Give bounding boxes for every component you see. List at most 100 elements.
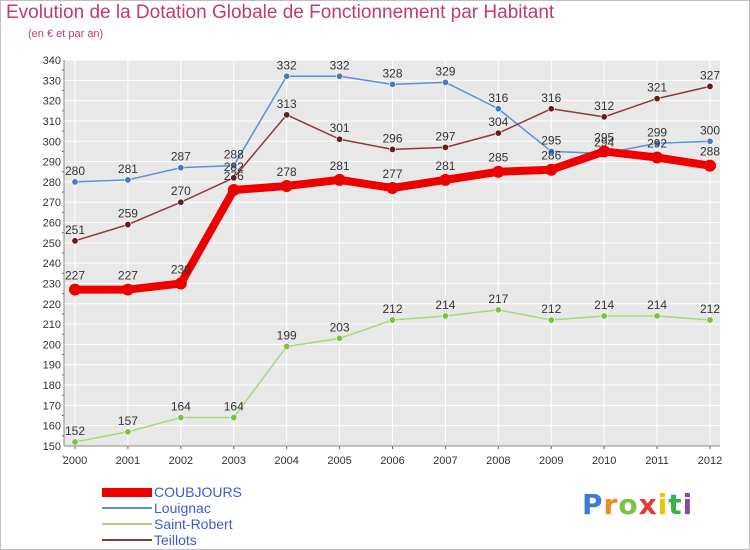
logo-letter: i xyxy=(682,488,694,521)
data-label-saint-robert: 157 xyxy=(118,414,138,428)
data-point-coubjours xyxy=(174,277,187,290)
data-point-teillots xyxy=(494,129,502,137)
data-label-teillots: 297 xyxy=(435,129,455,143)
data-label-saint-robert: 214 xyxy=(435,298,455,312)
data-point-teillots xyxy=(441,143,449,151)
data-point-coubjours xyxy=(386,181,399,194)
data-label-louignac: 299 xyxy=(647,125,667,139)
data-point-saint-robert xyxy=(177,414,185,422)
data-point-teillots xyxy=(547,105,555,113)
y-tick-label: 200 xyxy=(43,339,61,351)
data-label-saint-robert: 152 xyxy=(65,424,85,438)
y-tick-label: 250 xyxy=(43,238,61,250)
data-point-teillots xyxy=(177,198,185,206)
data-point-saint-robert xyxy=(494,306,502,314)
data-label-coubjours: 276 xyxy=(224,169,244,183)
data-point-teillots xyxy=(388,145,396,153)
data-point-saint-robert xyxy=(336,334,344,342)
data-label-coubjours: 227 xyxy=(65,269,85,283)
data-point-louignac xyxy=(71,178,79,186)
data-point-louignac xyxy=(283,72,291,80)
data-point-coubjours xyxy=(227,184,240,197)
data-point-coubjours xyxy=(545,163,558,176)
y-tick-label: 230 xyxy=(43,278,61,290)
data-point-louignac xyxy=(494,105,502,113)
data-point-louignac xyxy=(653,139,661,147)
data-label-coubjours: 295 xyxy=(594,130,614,144)
y-tick-label: 160 xyxy=(43,421,61,433)
data-point-saint-robert xyxy=(653,312,661,320)
x-tick-label: 2001 xyxy=(116,455,140,467)
data-label-saint-robert: 203 xyxy=(330,320,350,334)
data-point-louignac xyxy=(230,162,238,170)
legend-swatch-saint-robert xyxy=(102,523,152,525)
data-point-teillots xyxy=(653,95,661,103)
data-point-coubjours xyxy=(280,179,293,192)
legend-label-louignac: Louignac xyxy=(154,500,211,516)
data-point-louignac xyxy=(336,72,344,80)
data-label-louignac: 280 xyxy=(65,164,85,178)
data-point-coubjours xyxy=(598,145,611,158)
data-label-teillots: 270 xyxy=(171,184,191,198)
data-point-saint-robert xyxy=(283,342,291,350)
data-label-teillots: 251 xyxy=(65,223,85,237)
data-label-saint-robert: 164 xyxy=(171,400,191,414)
data-label-teillots: 312 xyxy=(594,99,614,113)
legend-swatch-louignac xyxy=(102,507,152,509)
data-label-teillots: 296 xyxy=(382,131,402,145)
data-label-louignac: 294 xyxy=(594,135,614,149)
y-tick-label: 150 xyxy=(43,441,61,453)
y-tick-label: 190 xyxy=(43,360,61,372)
data-label-teillots: 304 xyxy=(488,115,508,129)
data-point-saint-robert xyxy=(124,428,132,436)
data-point-teillots xyxy=(71,237,79,245)
data-point-teillots xyxy=(706,82,714,90)
data-label-coubjours: 277 xyxy=(382,167,402,181)
data-point-saint-robert xyxy=(600,312,608,320)
data-label-saint-robert: 199 xyxy=(277,328,297,342)
data-label-teillots: 327 xyxy=(700,68,720,82)
data-label-louignac: 281 xyxy=(118,162,138,176)
x-tick-label: 2006 xyxy=(380,455,404,467)
x-tick-label: 2004 xyxy=(274,455,298,467)
data-point-teillots xyxy=(336,135,344,143)
data-point-louignac xyxy=(441,78,449,86)
data-label-teillots: 301 xyxy=(330,121,350,135)
data-point-coubjours xyxy=(651,151,664,164)
data-point-coubjours xyxy=(69,283,81,296)
data-label-coubjours: 281 xyxy=(435,159,455,173)
y-tick-label: 270 xyxy=(43,197,61,209)
x-tick-label: 2005 xyxy=(327,455,351,467)
y-tick-label: 170 xyxy=(43,400,61,412)
y-tick-label: 280 xyxy=(43,177,61,189)
data-label-louignac: 295 xyxy=(541,133,561,147)
data-label-saint-robert: 217 xyxy=(488,292,508,306)
x-tick-label: 2010 xyxy=(592,455,616,467)
data-point-louignac xyxy=(177,164,185,172)
data-point-saint-robert xyxy=(71,438,79,446)
x-tick-label: 2008 xyxy=(486,455,510,467)
data-label-teillots: 259 xyxy=(118,207,138,221)
y-tick-label: 330 xyxy=(43,75,61,87)
data-label-coubjours: 292 xyxy=(647,137,667,151)
data-label-louignac: 328 xyxy=(382,66,402,80)
y-tick-label: 290 xyxy=(43,157,61,169)
data-label-saint-robert: 164 xyxy=(224,400,244,414)
logo-letter: x xyxy=(638,488,658,521)
x-tick-label: 2003 xyxy=(222,455,246,467)
data-point-teillots xyxy=(124,221,132,229)
data-point-louignac xyxy=(124,176,132,184)
chart-subtitle: (en € et par an) xyxy=(28,28,104,40)
legend-label-saint-robert: Saint-Robert xyxy=(154,516,233,532)
x-tick-label: 2012 xyxy=(698,455,722,467)
y-tick-label: 180 xyxy=(43,380,61,392)
legend-swatch-teillots xyxy=(102,539,152,541)
x-tick-label: 2011 xyxy=(645,455,669,467)
data-point-louignac xyxy=(706,137,714,145)
data-label-louignac: 332 xyxy=(330,58,350,72)
data-label-teillots: 316 xyxy=(541,91,561,105)
data-point-coubjours xyxy=(439,173,452,186)
y-tick-label: 240 xyxy=(43,258,61,270)
